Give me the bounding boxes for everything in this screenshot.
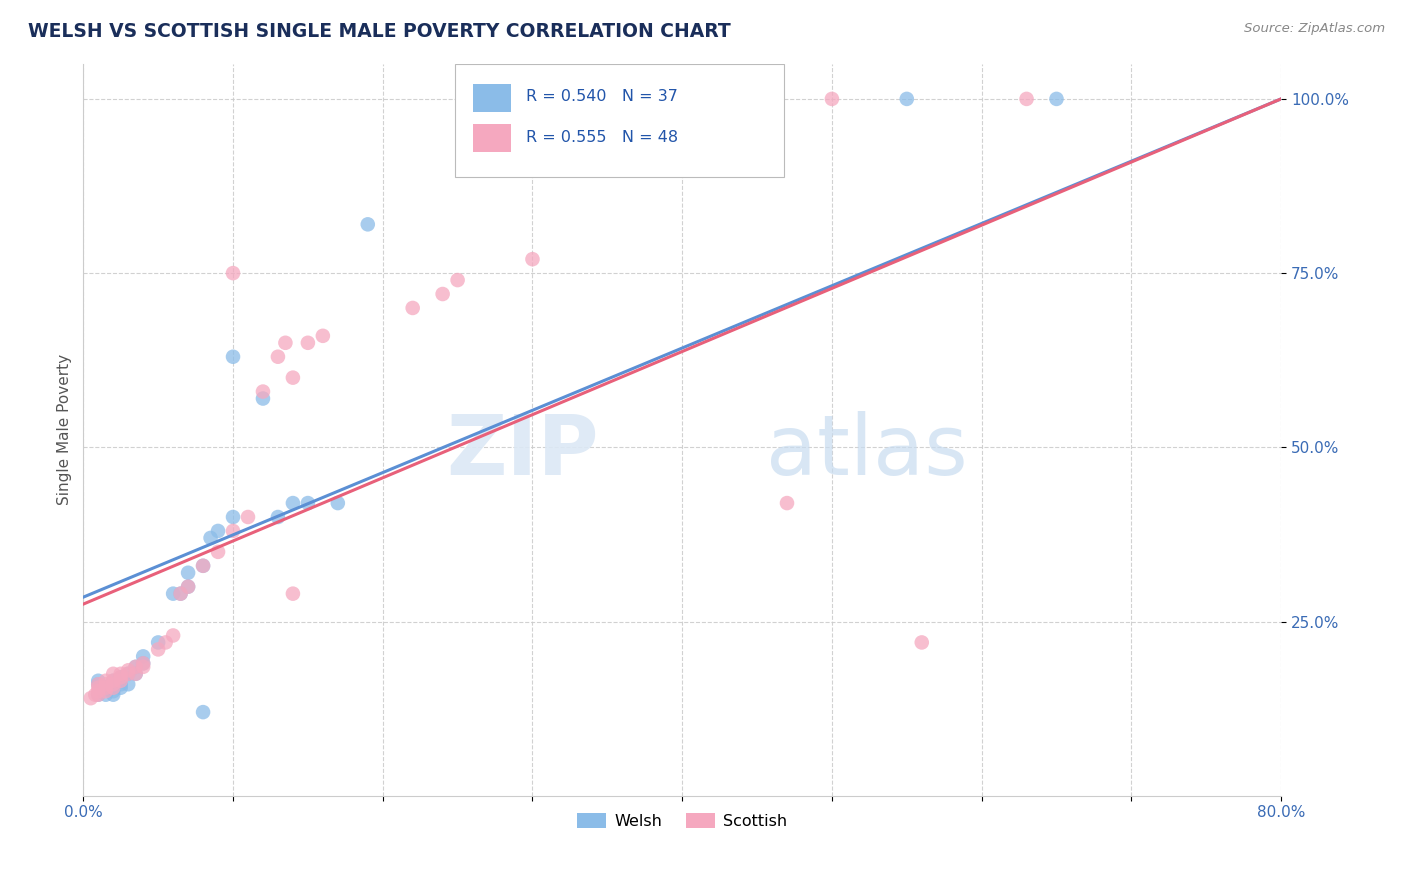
Point <box>200 531 222 545</box>
FancyBboxPatch shape <box>472 124 510 152</box>
Point <box>132 649 155 664</box>
Text: ZIP: ZIP <box>446 411 599 492</box>
Point <box>125 666 148 681</box>
Point <box>162 628 184 642</box>
Point <box>207 545 229 559</box>
Point <box>911 635 934 649</box>
Text: WELSH VS SCOTTISH SINGLE MALE POVERTY CORRELATION CHART: WELSH VS SCOTTISH SINGLE MALE POVERTY CO… <box>28 22 731 41</box>
Point <box>125 666 148 681</box>
Point <box>267 350 290 364</box>
Point <box>94 677 117 691</box>
Point <box>103 673 125 688</box>
Point <box>103 688 125 702</box>
Point <box>110 673 132 688</box>
Point <box>146 635 169 649</box>
Point <box>252 392 274 406</box>
Point <box>94 688 117 702</box>
Point <box>103 677 125 691</box>
Point <box>896 92 918 106</box>
Point <box>117 666 139 681</box>
Point <box>169 587 191 601</box>
Point <box>357 217 380 231</box>
Point <box>87 677 110 691</box>
Point <box>281 587 304 601</box>
Legend: Welsh, Scottish: Welsh, Scottish <box>571 806 793 835</box>
Point <box>103 684 125 698</box>
Point <box>326 496 349 510</box>
Point <box>222 266 245 280</box>
Point <box>162 587 184 601</box>
FancyBboxPatch shape <box>454 64 785 178</box>
Point <box>222 510 245 524</box>
Point <box>432 287 454 301</box>
Point <box>103 666 125 681</box>
Point <box>222 350 245 364</box>
Point <box>132 657 155 671</box>
Point <box>132 657 155 671</box>
Point <box>87 688 110 702</box>
Point <box>103 681 125 695</box>
Point <box>274 335 297 350</box>
Point <box>155 635 177 649</box>
Point <box>312 328 335 343</box>
Point <box>821 92 844 106</box>
Point <box>103 681 125 695</box>
Point <box>125 660 148 674</box>
Point <box>281 370 304 384</box>
Point <box>402 301 425 315</box>
Point <box>1015 92 1038 106</box>
Point <box>446 273 468 287</box>
Point <box>110 670 132 684</box>
Point <box>177 566 200 580</box>
Point <box>267 510 290 524</box>
Point <box>87 677 110 691</box>
Point <box>281 496 304 510</box>
Point <box>87 684 110 698</box>
Point <box>110 677 132 691</box>
Point <box>522 252 544 267</box>
Text: atlas: atlas <box>766 411 967 492</box>
Point <box>191 558 214 573</box>
Point <box>297 335 319 350</box>
Point <box>94 681 117 695</box>
Point <box>222 524 245 538</box>
Point <box>191 558 214 573</box>
Point <box>87 681 110 695</box>
Point <box>252 384 274 399</box>
Y-axis label: Single Male Poverty: Single Male Poverty <box>58 354 72 506</box>
Point <box>94 684 117 698</box>
Point <box>80 691 103 706</box>
Text: R = 0.555   N = 48: R = 0.555 N = 48 <box>526 129 679 145</box>
Point <box>146 642 169 657</box>
Point <box>776 496 799 510</box>
Point <box>87 688 110 702</box>
Point <box>110 670 132 684</box>
Point <box>110 681 132 695</box>
Point <box>177 580 200 594</box>
FancyBboxPatch shape <box>472 84 510 112</box>
Point <box>84 688 107 702</box>
Point <box>103 673 125 688</box>
Point <box>236 510 259 524</box>
Point <box>132 660 155 674</box>
Point <box>191 705 214 719</box>
Point <box>169 587 191 601</box>
Point <box>110 666 132 681</box>
Point <box>177 580 200 594</box>
Point <box>94 681 117 695</box>
Point <box>117 666 139 681</box>
Point <box>87 673 110 688</box>
Point <box>94 673 117 688</box>
Text: R = 0.540   N = 37: R = 0.540 N = 37 <box>526 89 678 104</box>
Point <box>117 677 139 691</box>
Point <box>125 660 148 674</box>
Point <box>297 496 319 510</box>
Point <box>1045 92 1067 106</box>
Text: Source: ZipAtlas.com: Source: ZipAtlas.com <box>1244 22 1385 36</box>
Point <box>117 663 139 677</box>
Point <box>207 524 229 538</box>
